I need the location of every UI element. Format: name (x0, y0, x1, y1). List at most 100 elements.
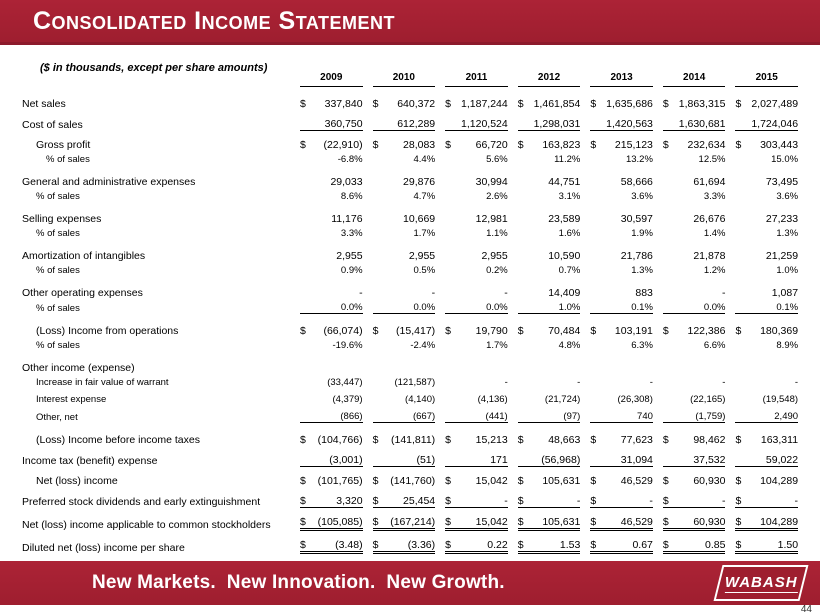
value-cell: (56,968) (517, 454, 581, 467)
value-cell: (26,308) (590, 394, 653, 405)
dollar-sign: $ (662, 434, 669, 446)
value-cell: (97) (517, 411, 581, 423)
value-cell: $ (22,910) (300, 139, 363, 151)
value-cell: (19,548) (735, 394, 798, 405)
value-cell: 2,955 (373, 250, 435, 262)
year-label: 2012 (537, 72, 561, 83)
value-cell: 27,233 (735, 213, 798, 225)
cell-value: 26,676 (693, 213, 726, 225)
dollar-sign: $ (590, 434, 597, 446)
dollar-sign: $ (372, 475, 379, 487)
cell-value: 29,876 (403, 176, 436, 188)
value-cell: - (373, 287, 436, 299)
cell-value: 1,635,686 (606, 98, 653, 110)
cell-value: (105,085) (317, 516, 363, 528)
table-row: Other, net (866) (667) (441) (97) 740 (1,759) 2… (20, 411, 799, 424)
table-row: Interest expense (4,379) (4,140) (4,136) (21… (20, 394, 798, 406)
value-cell: 11,176 (300, 213, 362, 225)
value-cell: 3.6% (590, 191, 653, 202)
value-cell: $ (15,417) (373, 325, 436, 337)
row-label: Preferred stock dividends and early exti… (22, 496, 261, 508)
dollar-sign: $ (517, 98, 524, 110)
table-row: Net sales $337,840 $640,372 $1,187,244 $1,46… (20, 93, 798, 113)
value-cell: 360,750 (300, 118, 363, 131)
table-row: Net (loss) income $ (101,765) $ (141,760) $15… (20, 470, 798, 490)
dollar-sign: $ (662, 516, 669, 528)
cell-value: 98,462 (693, 434, 726, 446)
value-cell: $25,454 (372, 495, 436, 508)
cell-value: 25,454 (403, 495, 436, 507)
row-label: Cost of sales (22, 119, 83, 131)
value-cell: - (590, 377, 653, 388)
cell-value: (33,447) (327, 377, 363, 388)
cell-value: 60,930 (693, 516, 726, 528)
value-cell: $1,635,686 (590, 98, 653, 110)
value-cell: $98,462 (663, 434, 726, 446)
cell-value: 3,320 (336, 495, 363, 507)
cell-value: 0.2% (486, 265, 508, 276)
cell-value: 612,289 (397, 118, 436, 130)
value-cell: 1,120,524 (445, 118, 508, 131)
value-cell: - (663, 287, 726, 299)
cell-value: (26,308) (617, 394, 653, 405)
cell-value: 31,094 (620, 454, 653, 466)
dollar-sign: $ (445, 516, 451, 528)
value-cell: 1.3% (590, 265, 653, 276)
dollar-sign: $ (445, 325, 451, 337)
cell-value: 23,589 (548, 213, 581, 225)
value-cell: 3.1% (518, 191, 581, 202)
row-label: Net sales (22, 98, 66, 110)
cell-value: 30,597 (620, 213, 653, 225)
table-row: % of sales -19.6% -2.4% 1.7% 4.8% 6.3% 6.6% 8.9… (20, 340, 798, 352)
value-cell: 4.7% (373, 191, 436, 202)
year-header: 2009 (300, 72, 363, 87)
cell-value: 883 (635, 287, 653, 299)
year-header: 2010 (372, 72, 436, 87)
value-cell: 3.3% (663, 191, 726, 202)
value-cell: $0.22 (445, 539, 508, 554)
cell-value: (56,968) (541, 454, 581, 466)
cell-value: (66,074) (323, 325, 363, 337)
cell-value: 58,666 (620, 176, 653, 188)
cell-value: 1.3% (631, 265, 653, 276)
value-cell: $60,930 (663, 475, 726, 487)
cell-value: (441) (485, 411, 508, 422)
value-cell: $15,042 (445, 475, 508, 487)
value-cell: $46,529 (590, 516, 653, 531)
table-header-row: 2009 2010 2011 2012 2013 2014 2015 (20, 72, 799, 87)
value-cell: 8.9% (735, 340, 798, 351)
value-cell: 10,590 (518, 250, 580, 262)
cell-value: 14,409 (548, 287, 581, 299)
value-cell: - (735, 377, 798, 388)
value-cell: $640,372 (373, 98, 436, 110)
value-cell: 73,495 (735, 176, 798, 188)
cell-value: 21,878 (693, 250, 726, 262)
value-cell: $105,631 (518, 475, 581, 487)
cell-value: 6.6% (703, 340, 726, 351)
value-cell: 0.1% (735, 302, 799, 314)
dollar-sign: $ (300, 495, 306, 507)
dollar-sign: $ (517, 495, 524, 507)
cell-value: 1,630,681 (678, 118, 726, 130)
cell-value: 60,930 (693, 475, 726, 487)
value-cell: 29,033 (300, 176, 362, 188)
cell-value: 46,529 (620, 516, 653, 528)
cell-value: 3.1% (558, 191, 581, 202)
cell-value: 13.2% (625, 154, 653, 165)
cell-value: - (504, 377, 508, 388)
value-cell: $ - (517, 495, 581, 508)
value-cell: $1,863,315 (663, 98, 726, 110)
cell-value: (121,587) (394, 377, 436, 388)
value-cell: - (300, 287, 363, 299)
cell-value: 15,042 (475, 475, 508, 487)
value-cell: (33,447) (300, 377, 363, 388)
value-cell: 1,298,031 (517, 118, 581, 131)
row-label: % of sales (36, 228, 80, 239)
cell-value: 1,461,854 (533, 98, 581, 110)
dollar-sign: $ (372, 516, 379, 528)
value-cell: 1,630,681 (662, 118, 726, 131)
table-row: % of sales 0.0% 0.0% 0.0% 1.0% 0.1% 0.0% 0.1% (20, 302, 799, 315)
value-cell: - (518, 377, 580, 388)
row-label: % of sales (36, 303, 80, 314)
cell-value: 12.5% (698, 154, 726, 165)
